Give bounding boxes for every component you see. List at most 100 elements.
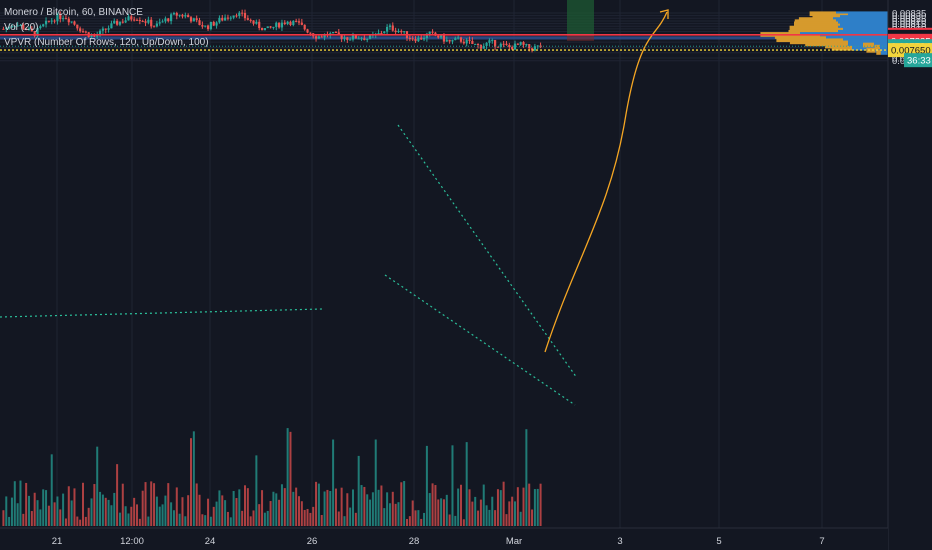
volume-bar [235,498,238,526]
candle-body [192,18,195,22]
volume-bar [278,499,281,526]
time-tick-label: 28 [409,536,420,547]
candle-body [289,21,292,25]
candle-body [465,39,468,44]
candle-body [397,30,400,33]
volume-bar [471,501,474,526]
candle-body [394,30,397,33]
candle-body [269,26,272,28]
volume-bar [312,506,315,526]
volume-bar [474,496,477,526]
candle-body [130,16,133,20]
volume-bar [380,485,383,526]
candle-body [525,44,528,46]
candle-body [516,43,519,45]
horizontal-levels[interactable] [0,33,888,51]
volume-bar [25,482,28,526]
candle-body [471,40,474,45]
volume-bar [363,486,366,526]
volume-bar [209,516,212,526]
volume-bar [397,502,400,526]
candle-body [283,22,286,25]
candle-body [47,20,50,22]
candle-body [62,18,65,20]
candle-body [10,26,14,28]
vpvr-indicator-label[interactable]: VPVR (Number Of Rows, 120, Up/Down, 100) [4,37,209,48]
time-tick-label: 26 [307,536,318,547]
time-axis[interactable]: 21 12:00 24 26 28 Mar 3 5 7 [0,527,888,550]
volume-bar [110,505,113,526]
candle-body [124,20,127,23]
volume-bar [147,516,150,526]
volume-bar [192,431,195,526]
candle-body [189,17,193,22]
candle-body [127,16,130,21]
candle-body [36,28,39,37]
volume-bar [67,486,70,526]
volume-bar [454,515,457,526]
candle-body [462,41,465,44]
candle-body [215,22,218,26]
candle-body [13,26,16,28]
volume-bar [465,442,468,526]
symbol-title[interactable]: Monero / Bitcoin, 60, BINANCE [4,7,143,18]
candle-body [59,14,62,20]
candle-body [135,19,139,21]
candle-body [39,26,42,29]
price-tick-label: 0.00820 [892,16,926,27]
candle-body [494,40,497,47]
volume-bar [408,516,411,526]
volume-bar [150,481,153,526]
volume-bar [511,496,514,526]
candle-body [110,23,113,29]
candle-body [42,24,45,27]
volume-bar [494,510,497,526]
long-stop-zone [567,34,594,41]
candle-body [107,28,110,30]
candle-body [44,20,48,25]
candle-body [297,21,301,23]
volume-bar [226,511,229,526]
volume-bar [445,494,448,526]
candle-body [411,38,414,40]
arrow-head [659,9,669,19]
candle-body [445,39,448,42]
candle-body [27,28,31,30]
candle-body [278,22,281,28]
candle-body [363,38,366,41]
volume-bar [201,514,204,526]
volume-bar [124,506,127,526]
candle-body [360,38,363,40]
volume-bar [479,499,482,526]
candle-body [377,32,380,34]
candle-body [81,31,85,33]
volume-bar [59,509,62,526]
candle-body [332,31,335,34]
volume-bar [113,492,116,526]
volume-bar [306,508,309,526]
candle-body [479,44,482,49]
candle-body [181,14,184,17]
volume-bar [121,483,124,526]
candle-body [175,13,178,16]
candle-body [243,12,247,19]
candle-body [33,31,36,37]
candle-body [263,28,266,31]
candle-body [252,20,255,24]
price-axis[interactable]: 0.008350.008300.008250.008200.008150.008… [887,0,932,550]
volume-bar [263,512,266,526]
candle-body [286,21,289,25]
candle-body [368,35,372,39]
volume-indicator-label[interactable]: Vol (20) [4,22,39,33]
volume-bar [539,483,542,526]
volume-bar [337,511,340,526]
volume-bar [428,493,431,526]
candle-body [56,14,59,22]
volume-bar [440,498,443,526]
price-tick-label: 0.00810 [892,22,926,33]
volume-bar [187,495,190,526]
candle-body [275,22,278,27]
candle-body [499,43,502,47]
candle-body [300,22,303,25]
